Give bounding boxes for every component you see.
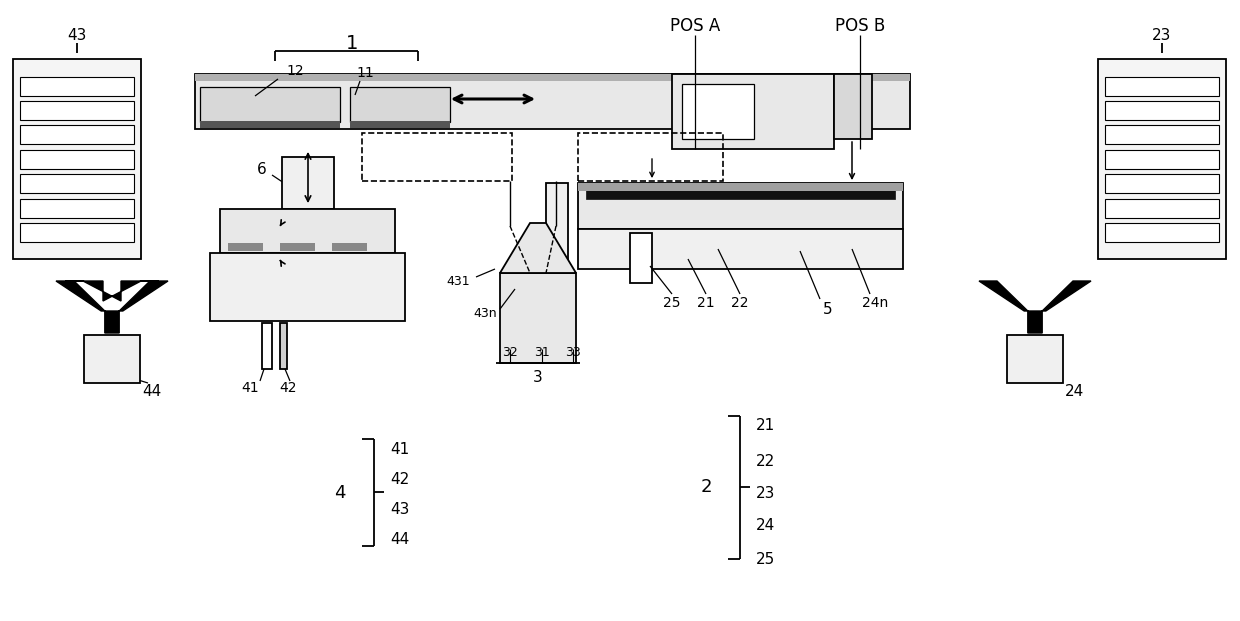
Polygon shape [64, 281, 159, 301]
Text: 22: 22 [732, 296, 749, 310]
Bar [1105, 101, 1219, 120]
Bar [219, 209, 396, 253]
Bar [1007, 335, 1063, 383]
Bar [672, 74, 835, 149]
Text: 44: 44 [391, 532, 409, 546]
Bar [12, 59, 141, 259]
Text: 2: 2 [701, 479, 712, 497]
Text: 5: 5 [823, 302, 833, 317]
Bar [20, 125, 134, 145]
Text: 43n: 43n [474, 307, 497, 319]
Text: 41: 41 [391, 442, 409, 456]
Bar [1097, 59, 1226, 259]
Bar [1105, 76, 1219, 96]
Bar [630, 233, 652, 283]
Text: 21: 21 [697, 296, 714, 310]
Text: POS B: POS B [835, 17, 885, 35]
Bar [20, 199, 134, 217]
Bar [280, 323, 286, 369]
Bar [280, 243, 315, 251]
Text: 23: 23 [756, 486, 775, 501]
Text: 31: 31 [534, 346, 549, 359]
Text: 42: 42 [391, 471, 409, 486]
Bar [262, 323, 272, 369]
Bar [210, 253, 405, 321]
Text: 3: 3 [533, 369, 543, 384]
Bar [20, 223, 134, 242]
Bar [1105, 199, 1219, 217]
Polygon shape [980, 281, 1091, 333]
Bar [20, 150, 134, 169]
Text: 431: 431 [446, 274, 470, 288]
Bar [195, 74, 910, 81]
Text: 42: 42 [279, 381, 296, 395]
Bar [1105, 125, 1219, 145]
Bar [350, 87, 450, 122]
Bar [1105, 150, 1219, 169]
Text: 6: 6 [257, 161, 267, 176]
Text: 21: 21 [756, 419, 775, 433]
Bar [362, 133, 512, 181]
Text: 41: 41 [242, 381, 259, 395]
Text: 1: 1 [346, 34, 358, 53]
Text: 23: 23 [1152, 27, 1172, 42]
Bar [84, 335, 140, 383]
Text: 25: 25 [756, 551, 775, 566]
Text: 44: 44 [143, 384, 161, 399]
Text: 4: 4 [335, 484, 346, 502]
Bar [1105, 223, 1219, 242]
Bar [1105, 175, 1219, 193]
Text: POS A: POS A [670, 17, 720, 35]
Text: 11: 11 [356, 66, 374, 80]
Bar [195, 74, 910, 129]
Text: 24: 24 [1065, 384, 1085, 399]
Bar [228, 243, 263, 251]
Bar [500, 273, 577, 363]
Bar [200, 121, 340, 128]
Bar [546, 183, 568, 291]
Bar [835, 74, 872, 139]
Bar [350, 121, 450, 128]
Bar [20, 101, 134, 120]
Bar [281, 157, 334, 209]
Bar [20, 175, 134, 193]
Bar [578, 183, 903, 229]
Text: 12: 12 [286, 64, 304, 78]
Text: 25: 25 [663, 296, 681, 310]
Bar [200, 87, 340, 122]
Text: 22: 22 [756, 453, 775, 468]
Text: 24n: 24n [862, 296, 888, 310]
Bar [20, 76, 134, 96]
Text: 43: 43 [391, 502, 409, 517]
Bar [587, 187, 895, 199]
Bar [578, 133, 723, 181]
Text: 33: 33 [565, 346, 580, 359]
Bar [578, 229, 903, 269]
Text: 43: 43 [67, 27, 87, 42]
Polygon shape [500, 223, 577, 273]
Text: 24: 24 [756, 519, 775, 533]
Bar [578, 183, 903, 191]
Bar [332, 243, 367, 251]
Text: 32: 32 [502, 346, 518, 359]
Polygon shape [56, 281, 167, 333]
Bar [682, 84, 754, 139]
